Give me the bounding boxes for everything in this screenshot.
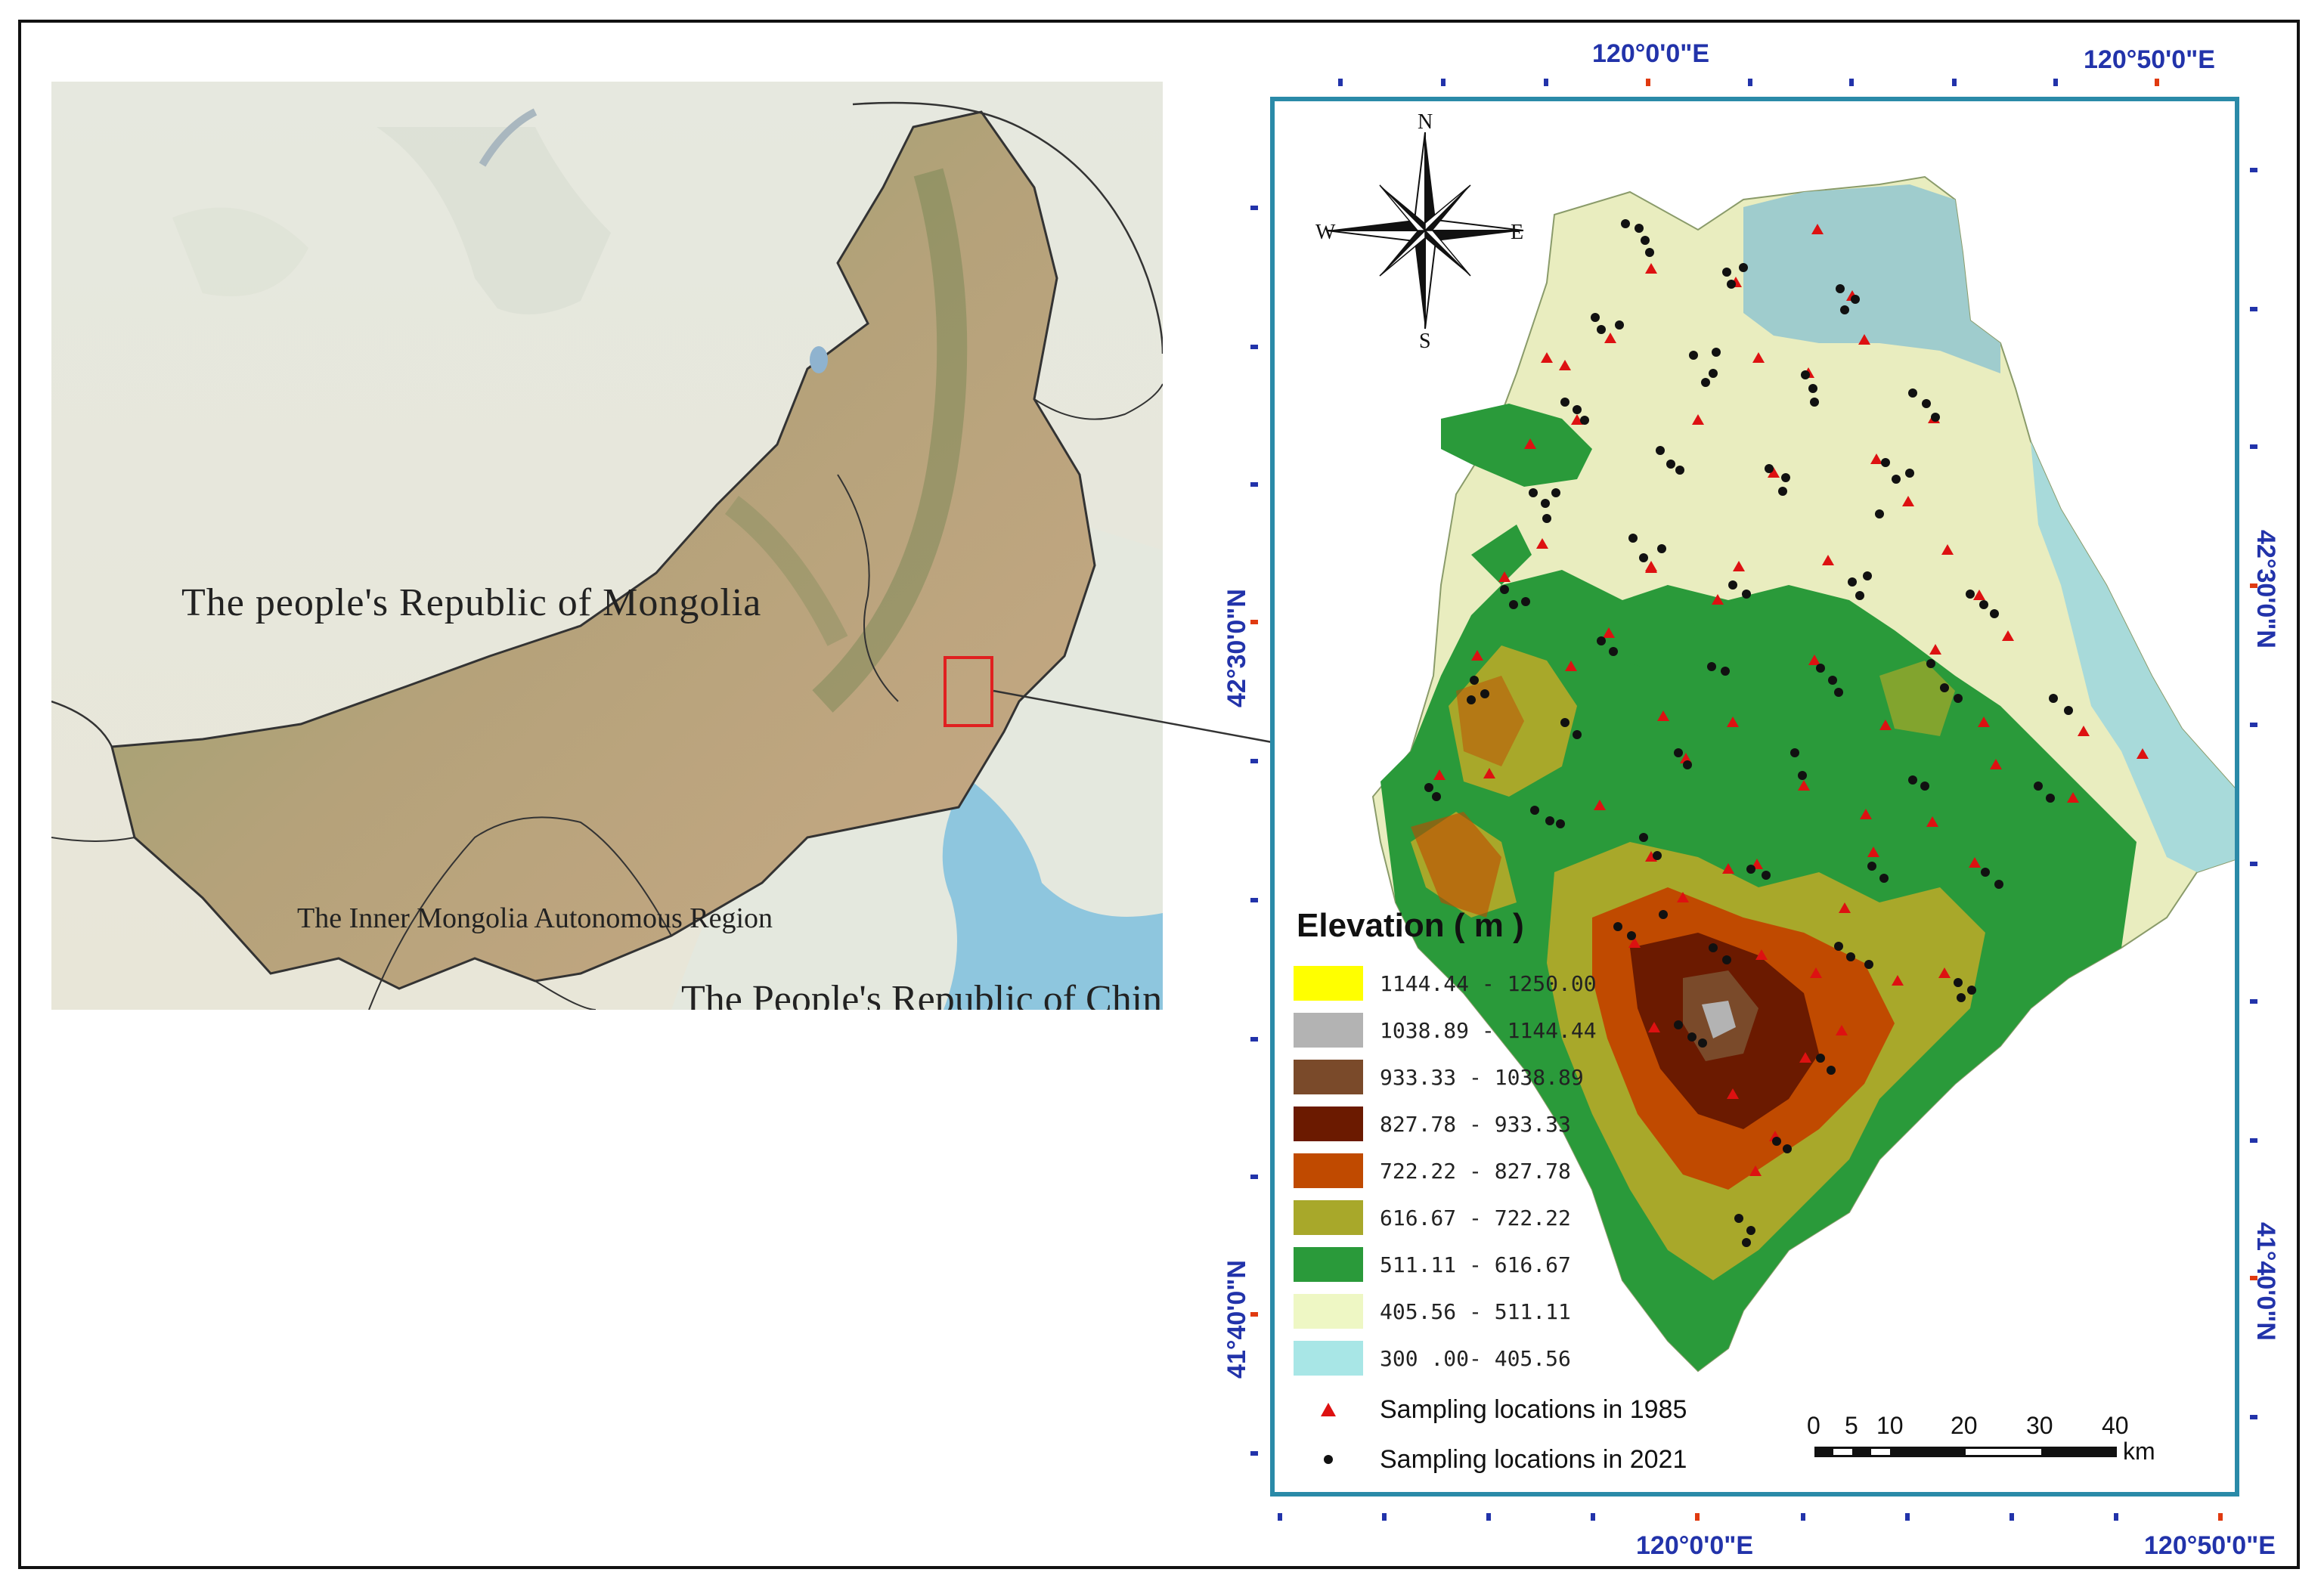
legend-class-label: 511.11 - 616.67 [1380, 1252, 1571, 1277]
legend-point-label: Sampling locations in 1985 [1380, 1394, 1687, 1424]
compass-rose-icon [1326, 132, 1524, 330]
coord-top-lon-120-0: 120°0'0"E [1592, 39, 1710, 68]
legend-class-label: 1144.44 - 1250.00 [1380, 970, 1597, 996]
legend-class-row: 616.67 - 722.22 [1289, 1194, 1818, 1241]
legend-class-label: 616.67 - 722.22 [1380, 1205, 1571, 1230]
compass-w: W [1315, 221, 1336, 244]
legend-point-label: Sampling locations in 2021 [1380, 1444, 1687, 1474]
legend-points: Sampling locations in 1985 Sampling locat… [1289, 1385, 1818, 1484]
legend-swatch [1294, 1294, 1363, 1329]
study-area-locator-box [944, 656, 993, 727]
coord-top-lon-120-50: 120°50'0"E [2084, 45, 2215, 74]
black-dot-icon [1294, 1453, 1363, 1466]
legend-swatch [1294, 1341, 1363, 1376]
legend-class-label: 1038.89 - 1144.44 [1380, 1017, 1597, 1043]
legend-class-row: 827.78 - 933.33 [1289, 1100, 1818, 1147]
label-inner-mongolia: The Inner Mongolia Autonomous Region [297, 902, 773, 934]
scale-tick-0: 0 [1807, 1412, 1820, 1439]
compass-s: S [1419, 330, 1431, 353]
scale-tick-10: 10 [1876, 1412, 1904, 1439]
overview-terrain [51, 82, 1163, 1010]
compass-e: E [1511, 221, 1524, 244]
legend-swatch [1294, 1013, 1363, 1048]
sampling-points-1985 [1433, 224, 2149, 1176]
legend-swatch [1294, 1060, 1363, 1094]
scale-tick-20: 20 [1951, 1412, 1978, 1439]
legend-swatch [1294, 1153, 1363, 1188]
legend-class-row: 405.56 - 511.11 [1289, 1288, 1818, 1335]
legend-point-row: Sampling locations in 1985 [1289, 1385, 1818, 1435]
label-mongolia: The people's Republic of Mongolia [181, 581, 762, 624]
scale-unit: km [2123, 1438, 2155, 1465]
compass-n: N [1418, 110, 1433, 134]
coord-bottom-lon-120-0: 120°0'0"E [1636, 1531, 1754, 1560]
legend-class-label: 933.33 - 1038.89 [1380, 1064, 1584, 1090]
legend-class-row: 511.11 - 616.67 [1289, 1241, 1818, 1288]
legend-swatch [1294, 1200, 1363, 1235]
legend-title: Elevation ( m ) [1297, 907, 1524, 944]
legend: Elevation ( m ) 1144.44 - 1250.00 1038.89… [1289, 907, 1818, 1484]
legend-swatch [1294, 1247, 1363, 1282]
scale-bar: 0 5 10 20 30 40 km [1807, 1412, 2155, 1472]
figure-frame [18, 20, 2300, 1569]
legend-class-label: 405.56 - 511.11 [1380, 1298, 1571, 1324]
legend-class-row: 722.22 - 827.78 [1289, 1147, 1818, 1194]
coord-bottom-lon-120-50: 120°50'0"E [2144, 1531, 2276, 1560]
north-arrow: N S E W [1315, 110, 1535, 353]
legend-class-row: 1038.89 - 1144.44 [1289, 1007, 1818, 1054]
scale-tick-5: 5 [1845, 1412, 1858, 1439]
overview-map: The people's Republic of Mongolia The In… [51, 82, 1163, 1010]
legend-class-label: 300 .00- 405.56 [1380, 1345, 1571, 1371]
legend-class-row: 933.33 - 1038.89 [1289, 1054, 1818, 1100]
legend-class-label: 722.22 - 827.78 [1380, 1158, 1571, 1184]
legend-swatch [1294, 966, 1363, 1001]
legend-point-row: Sampling locations in 2021 [1289, 1435, 1818, 1484]
label-china: The People's Republic of China [681, 978, 1163, 1010]
elevation-map-panel [1270, 97, 2239, 1497]
legend-class-row: 1144.44 - 1250.00 [1289, 960, 1818, 1007]
legend-class-row: 300 .00- 405.56 [1289, 1335, 1818, 1382]
scale-bar-segments [1814, 1447, 2117, 1457]
sampling-points-2021 [1424, 219, 2073, 1247]
scale-tick-40: 40 [2102, 1412, 2129, 1439]
red-triangle-icon [1294, 1401, 1363, 1418]
scale-tick-30: 30 [2026, 1412, 2053, 1439]
legend-class-label: 827.78 - 933.33 [1380, 1111, 1571, 1137]
legend-swatch [1294, 1107, 1363, 1141]
legend-classes: 1144.44 - 1250.00 1038.89 - 1144.44 933.33… [1289, 960, 1818, 1382]
